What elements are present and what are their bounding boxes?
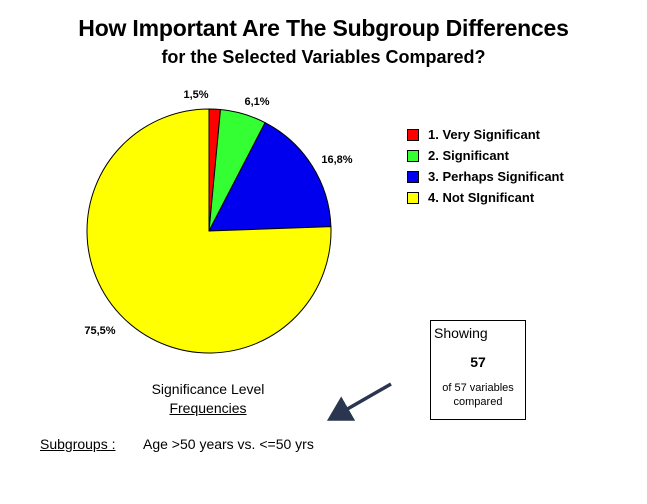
legend-label: 4. Not SIgnificant: [428, 190, 535, 205]
legend-swatch: [407, 191, 419, 204]
legend-item-not-significant: 4. Not SIgnificant: [407, 187, 564, 208]
legend-swatch: [407, 128, 419, 141]
subgroups-label: Subgroups :: [40, 436, 116, 452]
frequencies-link[interactable]: Frequencies: [169, 400, 247, 416]
legend-label: 1. Very Significant: [428, 127, 540, 142]
data-label-significant: 6,1%: [244, 96, 269, 108]
pie-slice-perhaps-significant: [208, 121, 332, 232]
showing-box: Showing 57 of 57 variables compared: [430, 320, 526, 420]
legend-item-significant: 2. Significant: [407, 145, 564, 166]
chart-subtitle: for the Selected Variables Compared?: [161, 47, 486, 67]
showing-description: of 57 variables compared: [431, 381, 525, 409]
legend: 1. Very Significant 2. Significant 3. Pe…: [407, 124, 564, 208]
legend-label: 3. Perhaps Significant: [428, 169, 564, 184]
legend-item-very-significant: 1. Very Significant: [407, 124, 564, 145]
showing-count: 57: [470, 354, 486, 370]
showing-desc-line1: of 57 variables: [442, 382, 514, 394]
showing-desc-line2: compared: [453, 396, 503, 408]
legend-item-perhaps-significant: 3. Perhaps Significant: [407, 166, 564, 187]
legend-swatch: [407, 149, 419, 162]
significance-caption: Significance Level Frequencies: [118, 380, 298, 418]
pie-slice-not-significant: [86, 108, 332, 354]
data-label-very-significant: 1,5%: [183, 89, 208, 101]
subgroups-value: Age >50 years vs. <=50 yrs: [143, 436, 314, 452]
showing-label: Showing: [434, 325, 488, 341]
data-label-not-significant: 75,5%: [84, 325, 115, 337]
legend-label: 2. Significant: [428, 148, 509, 163]
chart-title: How Important Are The Subgroup Differenc…: [78, 15, 569, 41]
data-label-perhaps-significant: 16,8%: [321, 154, 352, 166]
legend-swatch: [407, 170, 419, 183]
significance-line1: Significance Level: [151, 381, 265, 397]
